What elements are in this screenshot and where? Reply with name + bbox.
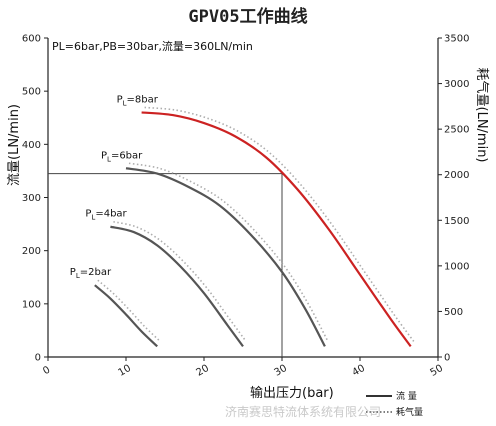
x-axis-label: 输出压力(bar) xyxy=(250,385,334,401)
watermark: 济南赛思特流体系统有限公司 xyxy=(225,404,381,419)
series-dotted-1 xyxy=(113,220,247,342)
operating-point-guides xyxy=(48,173,283,357)
y-right-tick-label: 500 xyxy=(444,307,463,318)
y-left-tick-label: 400 xyxy=(22,140,41,151)
legend: 流 量 耗气量 xyxy=(366,390,423,418)
series-dotted-3 xyxy=(144,106,415,342)
x-tick-label: 30 xyxy=(272,363,289,379)
x-tick-label: 10 xyxy=(116,363,133,379)
y-right-tick-label: 0 xyxy=(444,353,450,364)
y-left-tick-label: 600 xyxy=(22,34,41,45)
x-tick-label: 40 xyxy=(350,363,367,379)
x-tick-label: 0 xyxy=(41,364,52,377)
y-right-tick-label: 2500 xyxy=(444,125,469,136)
y-left-tick-label: 200 xyxy=(22,246,41,257)
series-line-2 xyxy=(125,167,326,347)
y-right-tick-label: 2000 xyxy=(444,170,469,181)
y-right-tick-label: 3500 xyxy=(444,34,469,45)
legend-flow-label: 流 量 xyxy=(396,390,417,402)
chart-title: GPV05工作曲线 xyxy=(188,6,307,27)
y-right-tick-label: 1000 xyxy=(444,261,469,272)
series-label-2: PL=6bar xyxy=(101,150,143,163)
series-label-3: PL=8bar xyxy=(117,94,159,107)
y-left-tick-label: 300 xyxy=(22,193,41,204)
y-left-tick-label: 500 xyxy=(22,87,41,98)
y-axis-left-label: 流量(LN/min) xyxy=(7,104,22,186)
y-left-tick-label: 100 xyxy=(22,299,41,310)
y-right-tick-label: 1500 xyxy=(444,216,469,227)
axes xyxy=(47,38,439,358)
x-tick-label: 50 xyxy=(428,363,445,379)
series-label-1: PL=4bar xyxy=(85,209,127,222)
ticks: 0100200300400500600050010001500200025003… xyxy=(22,34,470,379)
series-line-3 xyxy=(141,111,412,348)
series-line-0 xyxy=(94,284,158,348)
legend-consumption-label: 耗气量 xyxy=(396,406,423,418)
x-tick-label: 20 xyxy=(194,363,211,379)
condition-text: PL=6bar,PB=30bar,流量=360LN/min xyxy=(52,39,253,53)
series-group xyxy=(94,106,415,348)
series-label-0: PL=2bar xyxy=(70,267,112,280)
series-dotted-0 xyxy=(97,279,161,342)
series-line-1 xyxy=(110,225,244,348)
y-right-tick-label: 3000 xyxy=(444,79,469,90)
series-labels: PL=2bar PL=4bar PL=6bar PL=8bar xyxy=(70,94,159,280)
y-axis-right-label: 耗气量(LN/min) xyxy=(474,67,490,162)
y-left-tick-label: 0 xyxy=(35,353,41,364)
